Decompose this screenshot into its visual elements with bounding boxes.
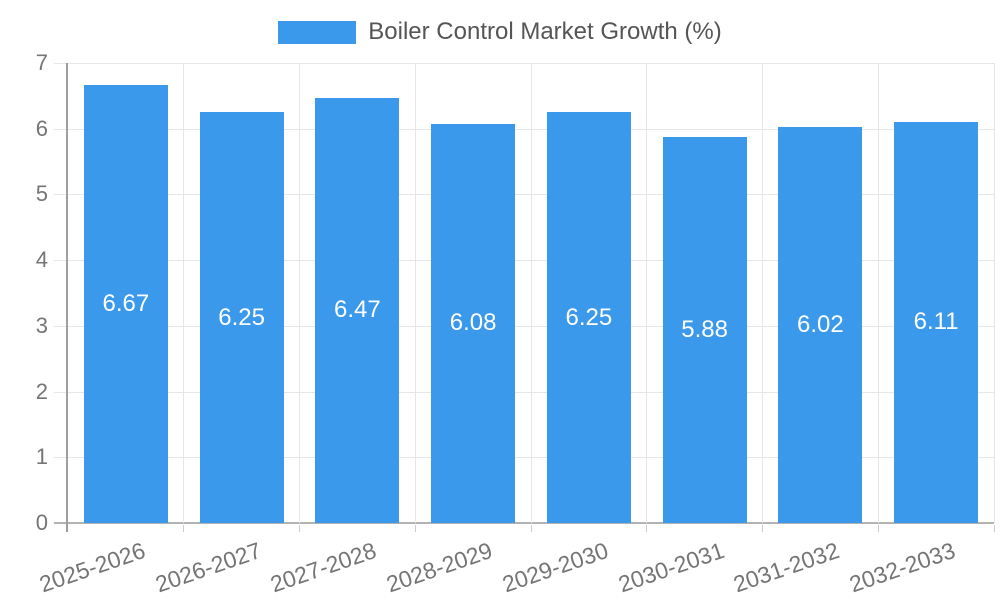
bar[interactable] bbox=[83, 84, 168, 523]
x-axis-baseline bbox=[54, 522, 994, 524]
bar[interactable] bbox=[894, 121, 979, 523]
bar[interactable] bbox=[315, 97, 400, 523]
x-axis-label: 2032-2033 bbox=[846, 537, 959, 598]
bar[interactable] bbox=[662, 136, 747, 523]
x-axis-label: 2031-2032 bbox=[730, 537, 843, 598]
gridline-h bbox=[54, 325, 994, 327]
gridline-v bbox=[530, 63, 532, 523]
x-axis-label: 2030-2031 bbox=[614, 537, 728, 598]
y-axis-tick-label: 5 bbox=[35, 181, 48, 207]
gridline-h bbox=[54, 260, 994, 262]
gridline-v bbox=[646, 63, 648, 523]
x-axis-tick bbox=[530, 525, 532, 532]
bar-value-label: 6.08 bbox=[449, 309, 497, 337]
x-axis-tick bbox=[762, 525, 763, 532]
bar-value-label: 6.02 bbox=[797, 311, 844, 339]
gridline-v bbox=[299, 63, 300, 523]
y-axis-tick-label: 0 bbox=[35, 510, 48, 535]
y-axis-tick-label: 6 bbox=[35, 115, 48, 141]
x-axis-label: 2027-2028 bbox=[267, 537, 380, 598]
gridline-h bbox=[54, 63, 994, 64]
x-axis-label: 2025-2026 bbox=[35, 537, 149, 598]
gridline-h bbox=[54, 391, 994, 393]
x-axis-tick bbox=[646, 525, 648, 532]
x-axis-tick bbox=[993, 525, 995, 532]
y-axis-tick-label: 7 bbox=[35, 50, 48, 75]
x-axis-label: 2028-2029 bbox=[383, 537, 496, 598]
y-axis-tick-label: 3 bbox=[35, 312, 48, 338]
gridline-v bbox=[183, 63, 185, 523]
gridline-v bbox=[414, 63, 416, 523]
legend-label: Boiler Control Market Growth (%) bbox=[368, 18, 722, 45]
x-axis-tick bbox=[299, 525, 300, 532]
y-axis-tick-label: 4 bbox=[35, 247, 48, 273]
bar-value-label: 6.25 bbox=[565, 303, 613, 331]
bar[interactable] bbox=[778, 127, 863, 523]
y-axis-tick-label: 2 bbox=[35, 378, 48, 404]
gridline-h bbox=[54, 457, 994, 459]
bar-value-label: 6.67 bbox=[102, 289, 150, 317]
bar[interactable] bbox=[199, 112, 284, 523]
x-axis-tick bbox=[183, 525, 185, 532]
x-axis-tick bbox=[877, 525, 879, 532]
gridline-h bbox=[54, 194, 994, 196]
bar[interactable] bbox=[546, 112, 631, 523]
legend-swatch bbox=[278, 20, 357, 44]
gridline-v bbox=[877, 63, 879, 523]
gridline-v bbox=[993, 63, 995, 523]
x-axis-tick bbox=[414, 525, 416, 532]
gridline-v bbox=[762, 63, 763, 523]
x-axis-label: 2026-2027 bbox=[151, 537, 265, 598]
legend[interactable]: Boiler Control Market Growth (%) bbox=[0, 18, 1000, 46]
bar[interactable] bbox=[431, 123, 516, 523]
bar-value-label: 6.25 bbox=[218, 303, 265, 331]
y-axis-tick-label: 1 bbox=[35, 444, 48, 470]
bar-value-label: 6.11 bbox=[913, 308, 959, 336]
y-axis-line bbox=[66, 63, 68, 532]
bar-value-label: 5.88 bbox=[681, 315, 728, 343]
x-axis-label: 2029-2030 bbox=[498, 537, 612, 598]
gridline-h bbox=[54, 128, 994, 130]
bar-value-label: 6.47 bbox=[334, 296, 381, 324]
